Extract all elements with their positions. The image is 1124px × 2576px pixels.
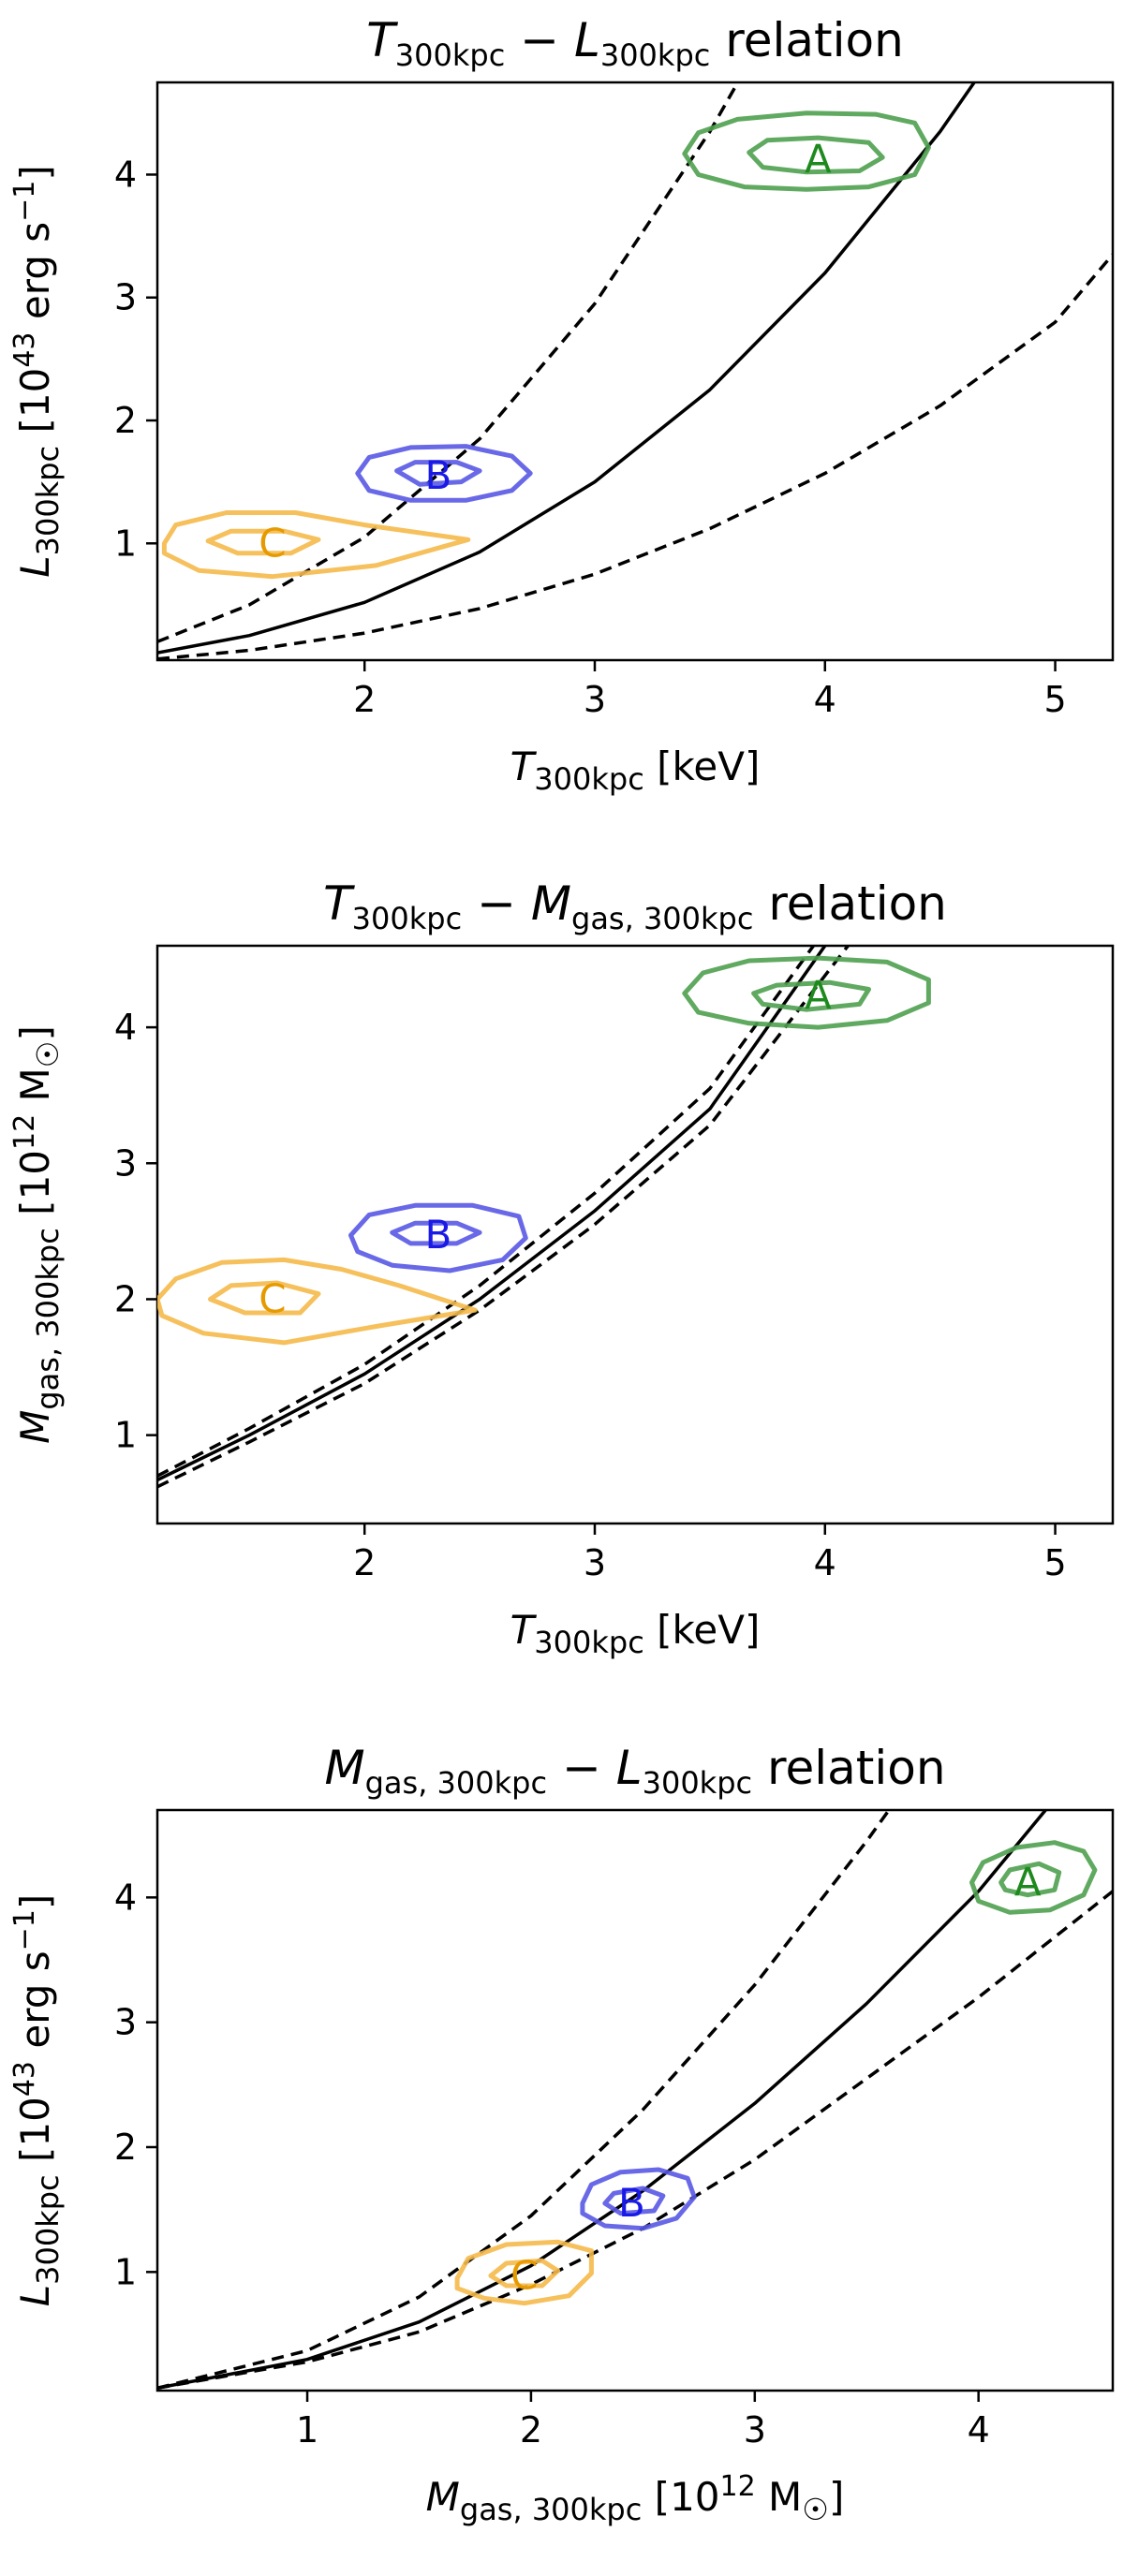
x-axis-label: T300kpc​ [keV] <box>510 743 761 797</box>
cluster-contours <box>157 955 931 1346</box>
cluster-b-inner-contour <box>602 2186 666 2216</box>
x-tick-label: 2 <box>353 1542 376 1583</box>
cluster-b-label: B <box>424 1212 451 1258</box>
chart-title: T300kpc​ − L300kpc​ relation <box>366 13 904 73</box>
x-tick-label: 2 <box>353 679 376 720</box>
y-axis-label: L300kpc​ [1043​ erg s−1​] <box>8 1894 66 2307</box>
relation-curves <box>157 1810 1113 2391</box>
cluster-a-inner-contour <box>751 979 871 1012</box>
chart-title: Mgas, 300kpc​ − L300kpc​ relation <box>324 1741 945 1801</box>
x-axis-label: Mgas, 300kpc​ [1012​ M☉​] <box>426 2470 845 2527</box>
cluster-a-label: A <box>805 137 832 183</box>
plot-frame <box>155 944 1115 1525</box>
x-tick-label: 3 <box>744 2409 766 2451</box>
cluster-c-outer-contour <box>454 2239 594 2306</box>
y-tick-label: 1 <box>114 523 137 564</box>
x-tick-label: 3 <box>584 679 606 720</box>
chart-panel-1: T300kpc​ − L300kpc​ relation 2 3 4 5 1 2 3 4 T300… <box>8 13 1115 797</box>
x-tick-label: 3 <box>584 1542 606 1583</box>
x-tick-label: 2 <box>520 2409 542 2451</box>
y-tick-label: 4 <box>114 1007 137 1048</box>
chart-title: T300kpc​ − Mgas, 300kpc​ relation <box>323 876 947 936</box>
cluster-b-inner-contour <box>394 460 482 487</box>
cluster-b-outer-contour <box>580 2167 697 2231</box>
y-tick-label: 4 <box>114 154 137 195</box>
cluster-a-label: A <box>1014 1859 1042 1905</box>
cluster-a-inner-contour <box>998 1861 1062 1898</box>
y-tick-label: 2 <box>114 400 137 441</box>
y-tick-label: 2 <box>114 2127 137 2168</box>
cluster-c-inner-contour <box>488 2258 561 2289</box>
x-tick-label: 5 <box>1043 1542 1066 1583</box>
plot-frame <box>155 81 1115 662</box>
chart-panel-3: Mgas, 300kpc​ − L300kpc​ relation 1 2 3 4 1 2 3… <box>8 1741 1115 2527</box>
cluster-a-outer-contour <box>969 1840 1098 1915</box>
scatter-bound-line-1 <box>157 82 740 643</box>
cluster-b-label: B <box>424 452 451 498</box>
x-tick-label: 1 <box>296 2409 318 2451</box>
scatter-bound-line-2 <box>157 946 850 1489</box>
cluster-a-outer-contour <box>682 955 931 1030</box>
cluster-a-label: A <box>805 973 832 1019</box>
scatter-bound-line-2 <box>157 253 1113 660</box>
cluster-c-inner-contour <box>205 528 321 556</box>
cluster-contours <box>161 110 931 580</box>
cluster-a-outer-contour <box>682 110 931 192</box>
relation-curves <box>157 946 850 1489</box>
chart-panel-2: T300kpc​ − Mgas, 300kpc​ relation 2 3 4 5 1 2 3… <box>8 876 1115 1660</box>
relation-curves <box>157 82 1113 660</box>
cluster-b-label: B <box>618 2180 645 2226</box>
y-tick-label: 3 <box>114 1142 137 1184</box>
best-fit-line <box>157 1810 1047 2391</box>
cluster-b-outer-contour <box>355 444 533 503</box>
y-axis-label: L300kpc​ [1043​ erg s−1​] <box>8 165 66 578</box>
y-tick-label: 1 <box>114 1415 137 1456</box>
y-tick-label: 3 <box>114 2002 137 2043</box>
cluster-c-label: C <box>259 520 286 566</box>
y-tick-label: 4 <box>114 1877 137 1918</box>
scatter-bound-line-1 <box>157 1810 891 2390</box>
plot-frame <box>155 1808 1115 2392</box>
x-tick-label: 4 <box>814 1542 836 1583</box>
y-axis-label: Mgas, 300kpc​ [1012​ M☉​] <box>8 1025 66 1444</box>
y-tick-label: 3 <box>114 277 137 318</box>
cluster-c-label: C <box>259 1275 286 1321</box>
cluster-b-outer-contour <box>348 1202 528 1273</box>
cluster-b-inner-contour <box>390 1220 482 1246</box>
scatter-bound-line-1 <box>157 946 815 1478</box>
scatter-bound-line-2 <box>157 1890 1113 2391</box>
cluster-c-outer-contour <box>161 510 471 580</box>
cluster-c-outer-contour <box>157 1257 478 1346</box>
y-tick-label: 1 <box>114 2251 137 2292</box>
cluster-c-label: C <box>510 2252 538 2298</box>
cluster-c-inner-contour <box>208 1280 321 1316</box>
x-axis-label: T300kpc​ [keV] <box>510 1607 761 1660</box>
x-tick-label: 4 <box>814 679 836 720</box>
best-fit-line <box>157 946 827 1482</box>
y-tick-label: 2 <box>114 1278 137 1319</box>
x-tick-label: 5 <box>1043 679 1066 720</box>
cluster-contours <box>454 1840 1098 2306</box>
x-tick-label: 4 <box>968 2409 990 2451</box>
cluster-a-inner-contour <box>747 135 885 175</box>
